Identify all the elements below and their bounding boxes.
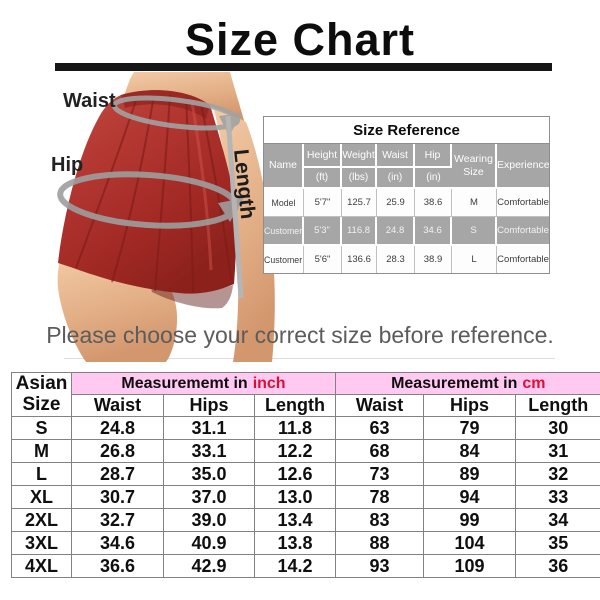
cm-group-label: Measurememt in (391, 374, 518, 392)
page-title: Size Chart (184, 14, 416, 65)
column-header-hip: Hip (415, 144, 452, 168)
unit-weight: (lbs) (342, 168, 377, 189)
section-divider (64, 358, 555, 359)
reference-table-title: Size Reference (264, 117, 550, 144)
length-measure-line (225, 115, 244, 299)
column-header-weight: Weight (342, 144, 377, 168)
table-row-customer-1: Customer 1 5'3" 116.8 24.8 34.6 S Comfor… (264, 217, 550, 246)
unit-hip: (in) (415, 168, 452, 189)
sub-header-row: Waist Hips Length Waist Hips Length (12, 394, 600, 417)
column-header-waist: Waist (377, 144, 415, 168)
size-row-3xl: 3XL 34.6 40.9 13.8 88 104 35 (11, 531, 600, 555)
skirt-model-figure: Length (57, 72, 275, 362)
hip-annotation-label: Hip (51, 154, 84, 176)
notice-text: Please choose your correct size before r… (46, 322, 554, 348)
size-row-2xl: 2XL 32.7 39.0 13.4 83 99 34 (11, 508, 600, 532)
cm-unit-label: cm (522, 374, 546, 392)
inch-group-label: Measurememt in (121, 374, 248, 392)
column-header-experience: Experience (497, 144, 550, 189)
asian-size-header: Asian Size (11, 372, 72, 417)
col-waist-inch: Waist (71, 394, 164, 417)
table-row-customer-2: Customer 2 5'6" 136.6 28.3 38.9 L Comfor… (264, 246, 550, 273)
cm-group-header: Measurememt in cm (335, 372, 600, 395)
model-right-leg (214, 110, 275, 362)
size-row-m: M 26.8 33.1 12.2 68 84 31 (11, 439, 600, 463)
size-row-s: S 24.8 31.1 11.8 63 79 30 (11, 416, 600, 440)
unit-height: (ft) (304, 168, 342, 189)
size-row-l: L 28.7 35.0 12.6 73 89 32 (11, 462, 600, 486)
inch-unit-label: inch (252, 374, 286, 392)
waist-annotation-label: Waist (63, 90, 116, 112)
inch-group-header: Measurememt in inch (70, 372, 337, 395)
column-header-height: Height (304, 144, 342, 168)
column-header-name: Name (264, 144, 304, 189)
col-length-cm: Length (515, 394, 600, 417)
column-header-wearing-size: Wearing Size (452, 144, 497, 189)
table-row-model: Model 5'7" 125.7 25.9 38.6 M Comfortable (264, 189, 550, 217)
col-waist-cm: Waist (335, 394, 425, 417)
unit-waist: (in) (377, 168, 415, 189)
size-row-4xl: 4XL 36.6 42.9 14.2 93 109 36 (11, 554, 600, 578)
col-hips-cm: Hips (423, 394, 517, 417)
title-underline-bar (55, 63, 552, 71)
asian-size-table: Asian Size Measurememt in inch Measuremem… (11, 372, 600, 578)
col-length-inch: Length (253, 394, 337, 417)
size-row-xl: XL 30.7 37.0 13.0 78 94 33 (11, 485, 600, 509)
size-reference-table: Size Reference Name Height Weight Waist … (263, 116, 551, 274)
col-hips-inch: Hips (163, 394, 255, 417)
